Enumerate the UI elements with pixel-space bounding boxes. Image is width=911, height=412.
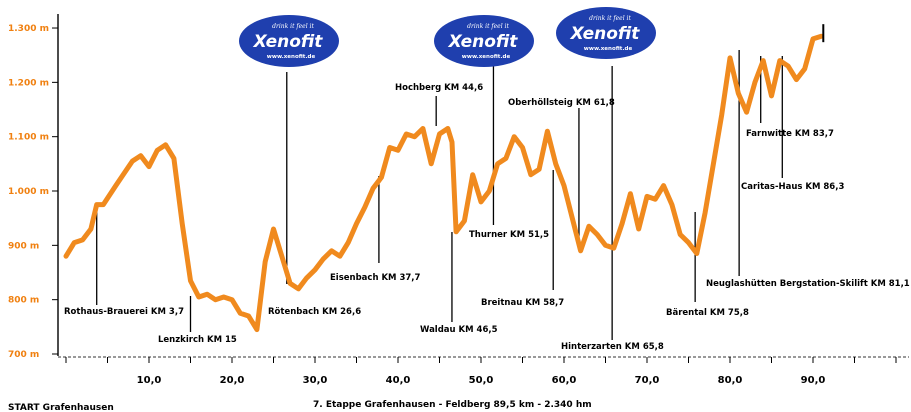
x-tick-label: 70,0 xyxy=(635,375,660,386)
y-axis: 700 m 800 m 900 m 1.000 m 1.100 m 1.200 m 1.30… xyxy=(8,14,59,360)
logo-name: Xenofit xyxy=(448,32,519,52)
logo-tagline: drink it feel it xyxy=(467,23,509,30)
logo-tagline: drink it feel it xyxy=(272,23,314,30)
logo-name: Xenofit xyxy=(570,24,641,44)
y-tick-label: 1.100 m xyxy=(8,133,49,143)
waypoint-label: Breitnau KM 58,7 xyxy=(481,298,564,308)
logo-ellipse xyxy=(434,15,534,67)
x-tick-label: 90,0 xyxy=(801,375,826,386)
waypoint-labels: Rothaus-Brauerei KM 3,7 Lenzkirch KM 15 Rö… xyxy=(64,83,910,352)
waypoint-label: Oberhöllsteig KM 61,8 xyxy=(508,98,615,108)
xenofit-logo: drink it feel it Xenofit www.xenofit.de xyxy=(434,15,534,67)
waypoint-label: Rothaus-Brauerei KM 3,7 xyxy=(64,307,184,317)
logo-url: www.xenofit.de xyxy=(267,54,316,60)
waypoint-label: Rötenbach KM 26,6 xyxy=(268,307,361,317)
waypoint-label: Hinterzarten KM 65,8 xyxy=(561,342,664,352)
x-tick-label: 50,0 xyxy=(469,375,494,386)
y-tick-label: 900 m xyxy=(8,241,39,251)
waypoint-label: Bärental KM 75,8 xyxy=(666,308,749,318)
x-axis: 10,0 20,0 30,0 40,0 50,0 60,0 70,0 80,0 90,0 xyxy=(58,356,909,386)
waypoint-label: Farnwitte KM 83,7 xyxy=(746,129,834,139)
waypoint-label: Eisenbach KM 37,7 xyxy=(330,273,421,283)
logo-url: www.xenofit.de xyxy=(462,54,511,60)
waypoint-label: Hochberg KM 44,6 xyxy=(395,83,483,93)
footer-start-label: START Grafenhausen xyxy=(8,403,114,412)
y-tick-label: 800 m xyxy=(8,296,39,306)
x-tick-label: 80,0 xyxy=(718,375,743,386)
x-tick-label: 20,0 xyxy=(220,375,245,386)
footer-stage-title: 7. Etappe Grafenhausen - Feldberg 89,5 k… xyxy=(313,400,592,410)
y-tick-label: 1.000 m xyxy=(8,187,49,197)
logo-ellipse xyxy=(556,7,656,59)
y-tick-label: 1.300 m xyxy=(8,24,49,34)
waypoint-label: Neuglashütten Bergstation-Skilift KM 81,… xyxy=(706,279,910,289)
x-tick-label: 60,0 xyxy=(552,375,577,386)
y-tick-label: 1.200 m xyxy=(8,78,49,88)
logo-name: Xenofit xyxy=(253,32,324,52)
x-tick-label: 10,0 xyxy=(137,375,162,386)
x-tick-label: 40,0 xyxy=(386,375,411,386)
elevation-profile-line xyxy=(63,24,825,333)
xenofit-logo: drink it feel it Xenofit www.xenofit.de xyxy=(556,7,656,59)
x-tick-label: 30,0 xyxy=(303,375,328,386)
elevation-line xyxy=(63,33,824,333)
xenofit-logo: drink it feel it Xenofit www.xenofit.de xyxy=(239,15,339,67)
waypoint-label: Thurner KM 51,5 xyxy=(469,230,549,240)
logo-url: www.xenofit.de xyxy=(584,46,633,52)
logo-tagline: drink it feel it xyxy=(589,15,631,22)
y-tick-label: 700 m xyxy=(8,350,39,360)
waypoint-label: Caritas-Haus KM 86,3 xyxy=(741,182,844,192)
sponsor-logos: drink it feel itXenofitwww.xenofit.dedri… xyxy=(239,7,656,67)
waypoint-label: Lenzkirch KM 15 xyxy=(158,335,237,345)
waypoint-label: Waldau KM 46,5 xyxy=(420,325,498,335)
logo-ellipse xyxy=(239,15,339,67)
